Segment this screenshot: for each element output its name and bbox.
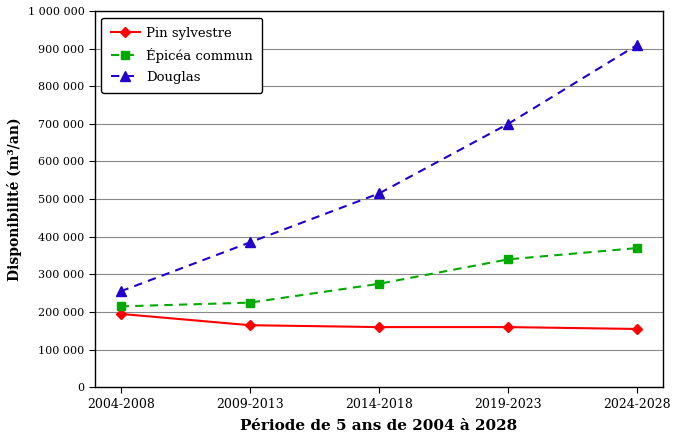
Y-axis label: Disponibilité (m³/an): Disponibilité (m³/an) [7, 117, 22, 281]
Pin sylvestre [245, 323, 254, 328]
Pin sylvestre [504, 324, 512, 330]
Épicéa commun [245, 300, 254, 305]
Douglas [375, 191, 383, 196]
Pin sylvestre [375, 324, 383, 330]
Épicéa commun [504, 257, 512, 262]
Legend: Pin sylvestre, Épicéa commun, Douglas: Pin sylvestre, Épicéa commun, Douglas [101, 18, 262, 93]
Douglas [504, 121, 512, 126]
Line: Douglas: Douglas [116, 40, 642, 296]
Line: Pin sylvestre: Pin sylvestre [117, 310, 641, 333]
Pin sylvestre [116, 311, 124, 316]
Épicéa commun [375, 281, 383, 286]
Douglas [116, 289, 124, 294]
Douglas [633, 42, 641, 48]
Douglas [245, 240, 254, 245]
Épicéa commun [633, 246, 641, 251]
Pin sylvestre [633, 326, 641, 332]
Épicéa commun [116, 304, 124, 309]
X-axis label: Période de 5 ans de 2004 à 2028: Période de 5 ans de 2004 à 2028 [240, 419, 517, 433]
Line: Épicéa commun: Épicéa commun [116, 244, 641, 311]
